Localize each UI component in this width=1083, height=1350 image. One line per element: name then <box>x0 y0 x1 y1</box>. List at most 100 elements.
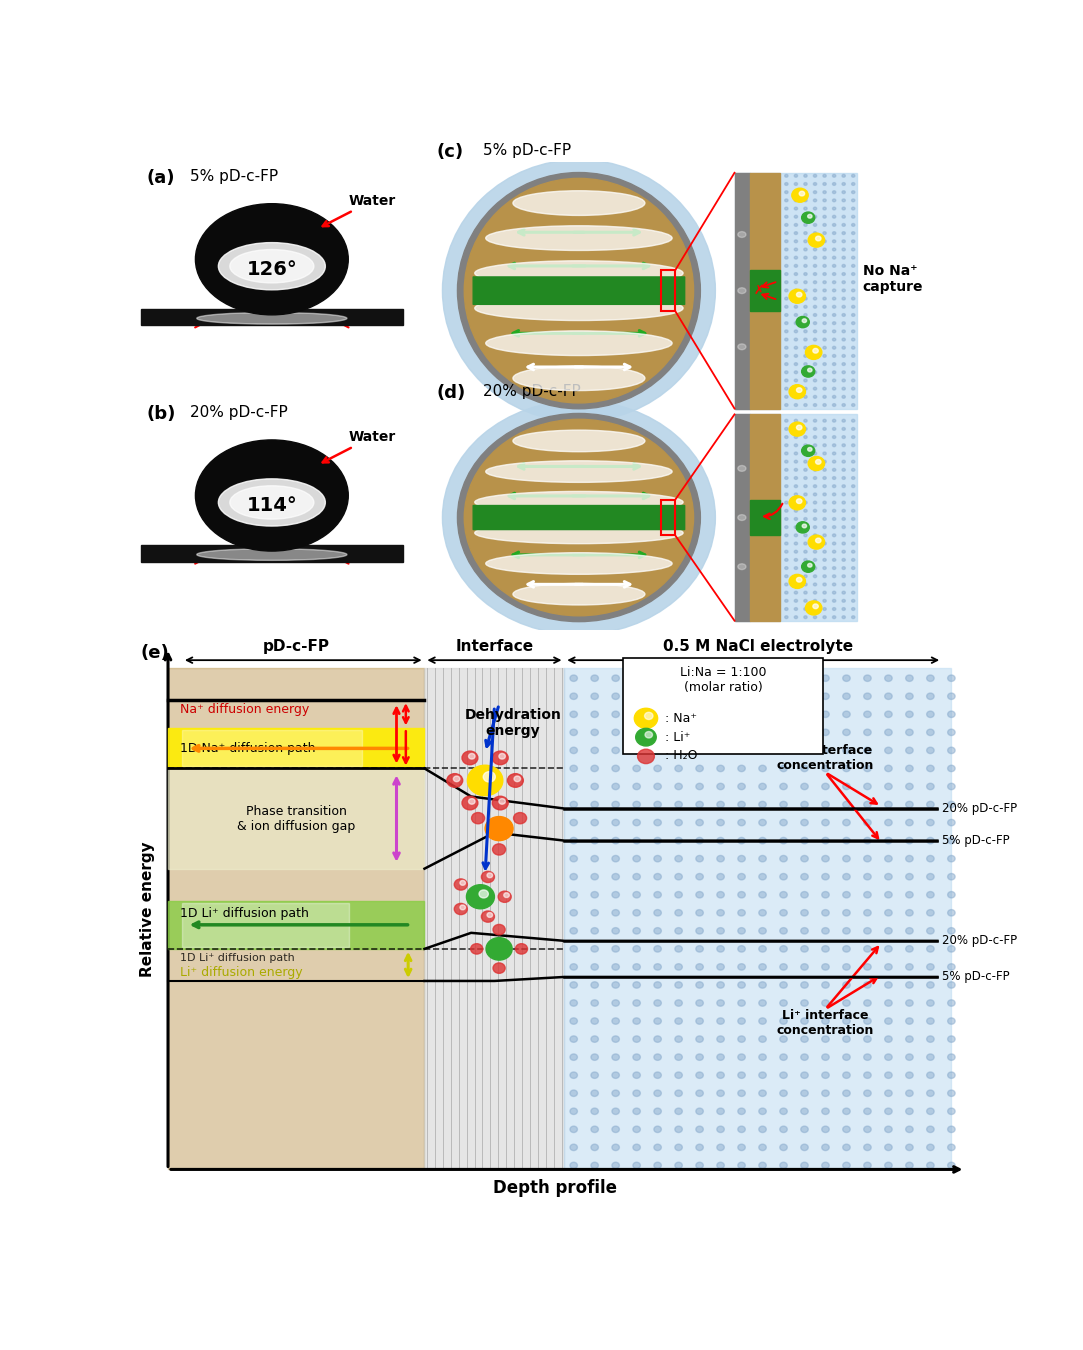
Circle shape <box>736 493 741 495</box>
Circle shape <box>800 819 808 826</box>
Circle shape <box>717 873 725 880</box>
Circle shape <box>813 567 817 570</box>
Circle shape <box>822 783 830 790</box>
Circle shape <box>775 404 779 406</box>
Circle shape <box>736 265 741 267</box>
Circle shape <box>813 281 817 284</box>
Circle shape <box>717 747 725 753</box>
Circle shape <box>813 321 817 324</box>
Circle shape <box>775 436 779 439</box>
Text: pD-c-FP: pD-c-FP <box>263 639 329 655</box>
Circle shape <box>756 616 759 618</box>
Circle shape <box>612 747 619 753</box>
Circle shape <box>833 567 836 570</box>
Circle shape <box>675 891 682 898</box>
Circle shape <box>766 591 769 594</box>
Ellipse shape <box>513 366 644 390</box>
Circle shape <box>766 608 769 610</box>
Circle shape <box>766 297 769 300</box>
Circle shape <box>756 551 759 554</box>
Circle shape <box>851 363 854 366</box>
Circle shape <box>823 248 826 251</box>
Circle shape <box>612 675 619 682</box>
Circle shape <box>823 240 826 243</box>
Circle shape <box>813 297 817 300</box>
Circle shape <box>794 240 797 243</box>
Circle shape <box>833 265 836 267</box>
Circle shape <box>766 599 769 602</box>
Circle shape <box>675 856 682 861</box>
Circle shape <box>833 591 836 594</box>
Circle shape <box>570 964 577 971</box>
Circle shape <box>785 591 788 594</box>
Circle shape <box>808 456 824 471</box>
Circle shape <box>785 198 788 201</box>
Circle shape <box>746 452 749 455</box>
Circle shape <box>591 837 599 844</box>
Circle shape <box>775 289 779 292</box>
Circle shape <box>851 485 854 487</box>
Circle shape <box>927 981 935 988</box>
Circle shape <box>746 501 749 504</box>
Circle shape <box>794 289 797 292</box>
Circle shape <box>654 802 662 807</box>
Circle shape <box>591 1035 599 1042</box>
Circle shape <box>833 355 836 358</box>
Circle shape <box>833 387 836 390</box>
Circle shape <box>746 207 749 211</box>
Circle shape <box>756 525 759 529</box>
Circle shape <box>696 1162 703 1169</box>
Circle shape <box>736 371 741 374</box>
Circle shape <box>756 567 759 570</box>
Circle shape <box>675 1108 682 1115</box>
Circle shape <box>823 297 826 300</box>
Circle shape <box>759 1054 767 1060</box>
Circle shape <box>800 891 808 898</box>
Circle shape <box>746 232 749 235</box>
Circle shape <box>775 525 779 529</box>
Circle shape <box>822 693 830 699</box>
Circle shape <box>927 1000 935 1006</box>
Circle shape <box>794 517 797 520</box>
Circle shape <box>948 802 955 807</box>
Circle shape <box>843 174 846 177</box>
Circle shape <box>823 559 826 562</box>
Circle shape <box>612 1162 619 1169</box>
Circle shape <box>766 182 769 185</box>
Circle shape <box>766 525 769 529</box>
Circle shape <box>905 1162 913 1169</box>
Circle shape <box>785 347 788 350</box>
Circle shape <box>833 273 836 275</box>
Circle shape <box>785 329 788 332</box>
Circle shape <box>800 927 808 934</box>
Bar <box>168 900 425 949</box>
Circle shape <box>675 1018 682 1025</box>
Circle shape <box>654 819 662 826</box>
Circle shape <box>905 802 913 807</box>
Circle shape <box>696 1126 703 1133</box>
Circle shape <box>775 281 779 284</box>
Circle shape <box>885 1126 892 1133</box>
Circle shape <box>462 796 478 810</box>
Circle shape <box>785 174 788 177</box>
Circle shape <box>800 1145 808 1150</box>
Circle shape <box>800 1108 808 1115</box>
Text: No Na⁺
capture: No Na⁺ capture <box>863 263 924 294</box>
Circle shape <box>794 329 797 332</box>
Circle shape <box>823 224 826 227</box>
Circle shape <box>570 1035 577 1042</box>
Circle shape <box>813 224 817 227</box>
Circle shape <box>756 240 759 243</box>
Circle shape <box>775 273 779 275</box>
Circle shape <box>632 765 640 772</box>
Circle shape <box>499 799 506 805</box>
Circle shape <box>570 802 577 807</box>
Circle shape <box>736 182 741 185</box>
Circle shape <box>471 944 483 954</box>
Circle shape <box>780 1126 787 1133</box>
Circle shape <box>696 675 703 682</box>
Circle shape <box>738 1018 745 1025</box>
Circle shape <box>794 182 797 185</box>
Circle shape <box>746 198 749 201</box>
Circle shape <box>780 802 787 807</box>
